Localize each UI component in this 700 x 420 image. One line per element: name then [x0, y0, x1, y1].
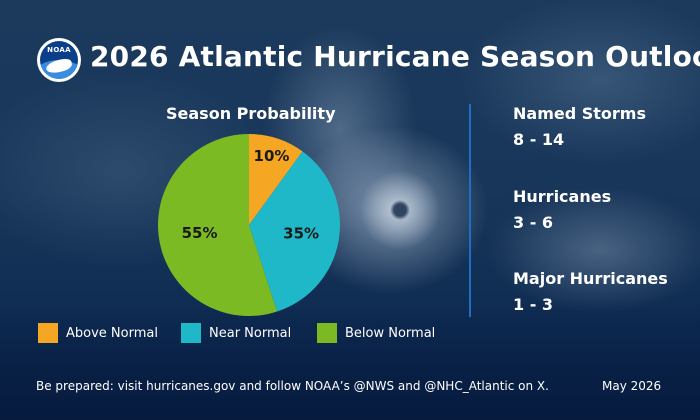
pie-label-below-normal: 55% — [182, 224, 218, 242]
hurricane-swirl — [360, 170, 440, 250]
legend-swatch-below-normal — [317, 323, 337, 343]
footer-band — [0, 300, 700, 420]
stat-label: Named Storms — [513, 104, 646, 123]
page-title: 2026 Atlantic Hurricane Season Outlook — [90, 40, 700, 73]
pie-label-near-normal: 35% — [283, 224, 319, 242]
stat-major-hurricanes: Major Hurricanes 1 - 3 — [513, 269, 668, 314]
noaa-logo: NOAA — [37, 38, 81, 82]
legend-label-near-normal: Near Normal — [209, 325, 292, 341]
legend-item-below-normal: Below Normal — [317, 323, 435, 343]
legend-item-near-normal: Near Normal — [181, 323, 291, 343]
vertical-divider — [469, 104, 471, 317]
pie-slice-below-normal — [158, 134, 278, 316]
stat-value: 8 - 14 — [513, 130, 565, 149]
stat-value: 1 - 3 — [513, 295, 554, 314]
legend-swatch-above-normal — [38, 323, 58, 343]
stat-hurricanes: Hurricanes 3 - 6 — [513, 187, 611, 232]
legend-item-above-normal: Above Normal — [38, 323, 158, 343]
footer-date: May 2026 — [602, 379, 662, 393]
chart-title: Season Probability — [166, 104, 336, 123]
footer-text: Be prepared: visit hurricanes.gov and fo… — [36, 379, 549, 393]
stat-value: 3 - 6 — [513, 213, 554, 232]
pie-slice-near-normal — [249, 151, 341, 312]
stat-label: Hurricanes — [513, 187, 612, 206]
noaa-logo-emblem: NOAA — [40, 41, 78, 79]
legend-label-above-normal: Above Normal — [66, 325, 158, 341]
logo-text: NOAA — [47, 46, 71, 54]
pie-label-above-normal: 10% — [254, 147, 290, 165]
stat-named-storms: Named Storms 8 - 14 — [513, 104, 646, 149]
pie-slice-above-normal — [249, 134, 303, 225]
legend-swatch-near-normal — [181, 323, 201, 343]
legend-label-below-normal: Below Normal — [345, 325, 436, 341]
stat-label: Major Hurricanes — [513, 269, 668, 288]
pie-chart: 10% 35% 55% — [158, 134, 341, 316]
